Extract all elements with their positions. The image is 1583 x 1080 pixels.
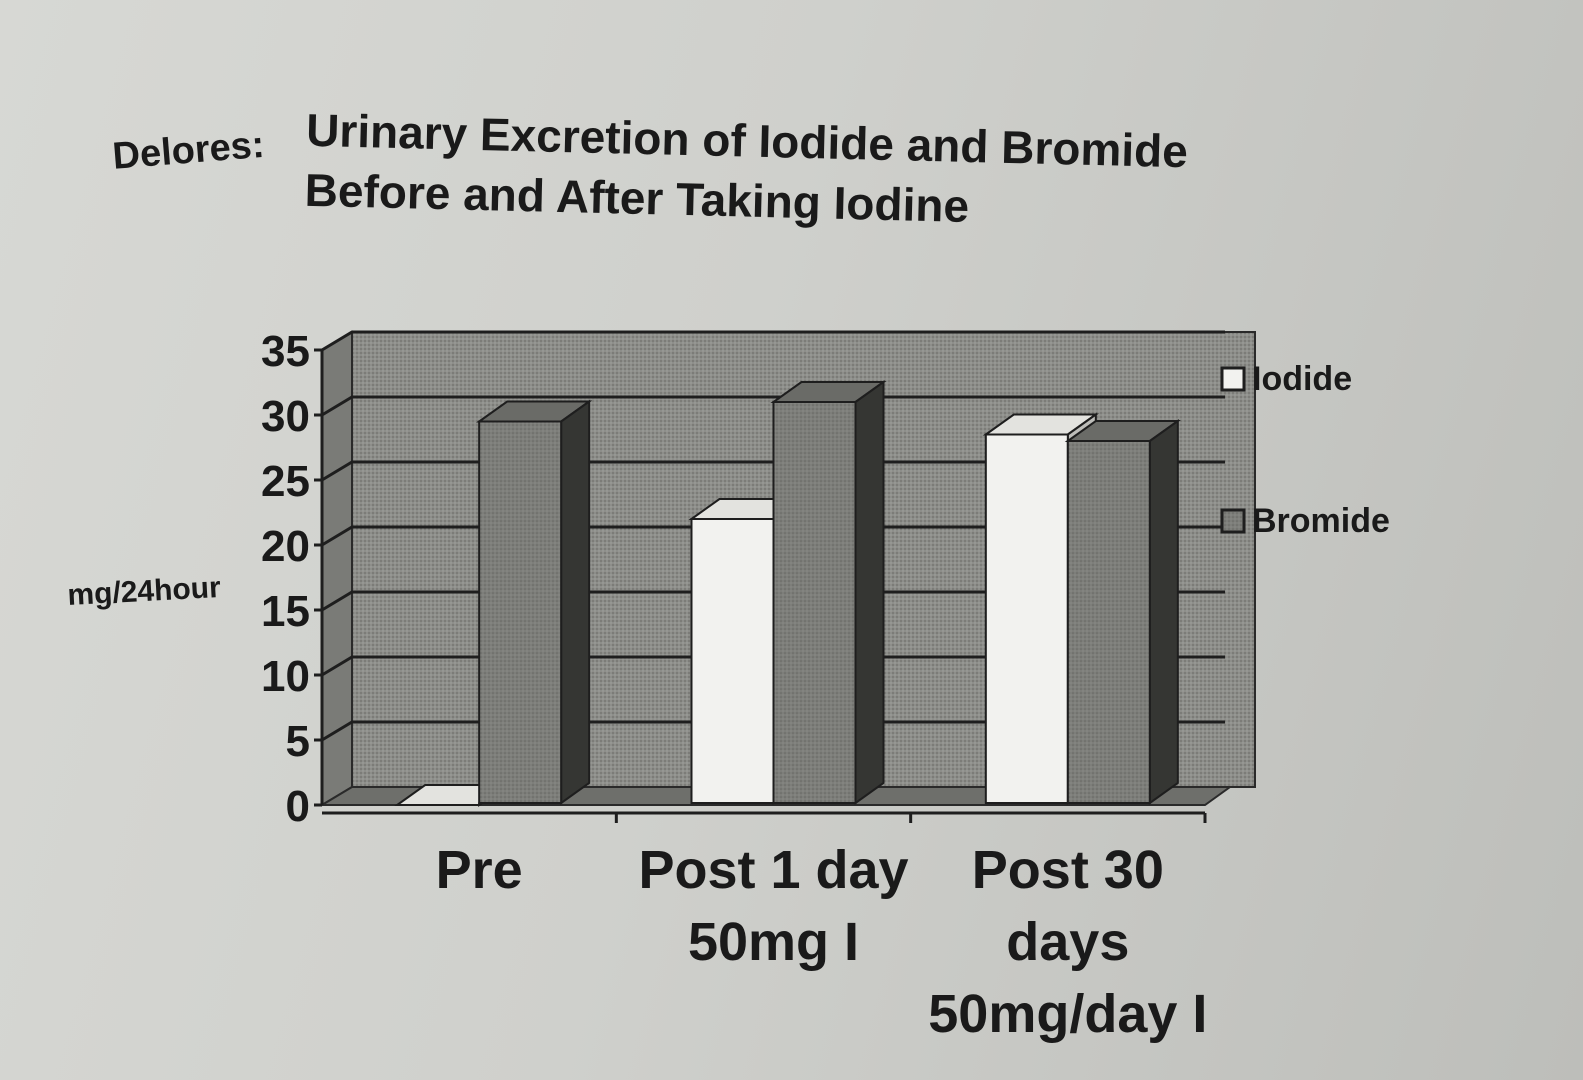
y-tick-label: 35	[261, 327, 310, 376]
bar-iodide	[984, 433, 1069, 804]
y-tick-label: 10	[261, 652, 310, 701]
y-tick-label: 25	[261, 457, 310, 506]
y-tick-label: 20	[261, 522, 310, 571]
gridline	[321, 720, 1225, 742]
y-tick-label: 0	[286, 782, 310, 831]
plot-side-wall	[321, 330, 353, 807]
y-tick-label: 15	[261, 587, 310, 636]
x-category-label: Post 1 day	[638, 840, 908, 900]
bar-bromide	[772, 401, 857, 804]
bar-side-bromide	[1148, 419, 1179, 805]
legend-label-iodide: Iodide	[1252, 360, 1352, 398]
x-category-label: 50mg I	[688, 912, 859, 972]
y-tick-label: 30	[261, 392, 310, 441]
y-tick-label: 5	[286, 717, 310, 766]
gridline	[321, 655, 1225, 677]
legend-swatch-iodide	[1220, 366, 1246, 392]
y-axis-title: mg/24hour	[67, 571, 222, 612]
bar-side-bromide	[854, 380, 885, 805]
bar-bromide	[478, 420, 563, 804]
bar-bromide	[1066, 440, 1151, 804]
gridline	[321, 525, 1225, 547]
gridline	[321, 395, 1225, 417]
gridline	[321, 460, 1225, 482]
x-category-label: days	[1006, 912, 1129, 972]
gridline	[321, 330, 1225, 352]
x-category-label: Post 30	[972, 840, 1164, 900]
x-category-label: Pre	[436, 840, 523, 900]
legend-label-bromide: Bromide	[1252, 502, 1390, 540]
legend-swatch-bromide	[1220, 508, 1246, 534]
x-category-label: 50mg/day I	[928, 984, 1207, 1044]
bar-side-bromide	[560, 399, 591, 805]
bar-iodide	[690, 518, 775, 804]
gridline	[321, 590, 1225, 612]
